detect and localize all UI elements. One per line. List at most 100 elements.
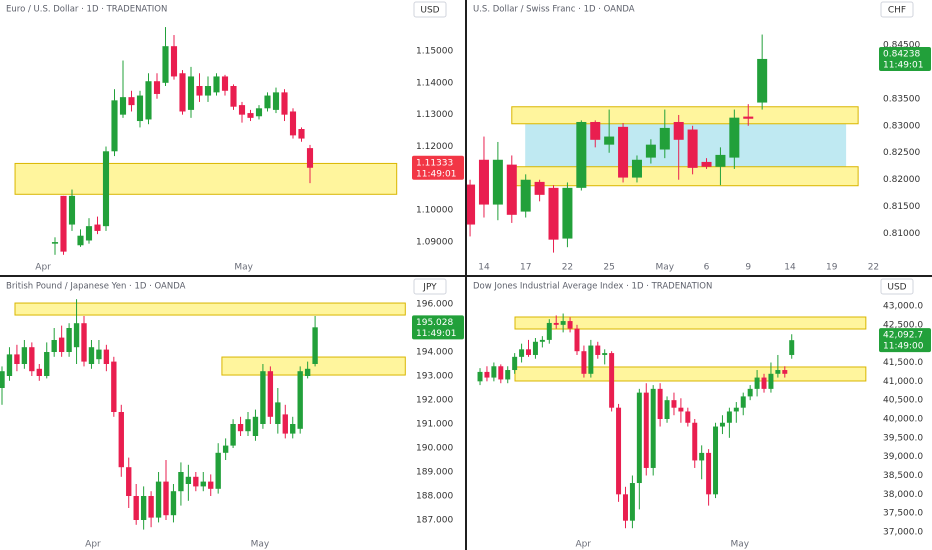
y-tick-label: 1.15000 bbox=[416, 46, 453, 56]
last-price-box bbox=[412, 155, 464, 180]
zone bbox=[525, 123, 847, 168]
candle-body bbox=[14, 354, 20, 364]
candle-body bbox=[715, 154, 726, 167]
candle-body bbox=[200, 481, 206, 487]
x-tick-label: Apr bbox=[575, 540, 591, 550]
currency-box bbox=[880, 278, 914, 295]
y-tick-label: 0.82500 bbox=[883, 148, 920, 158]
countdown: 11:49:01 bbox=[416, 169, 456, 179]
currency-box bbox=[413, 1, 447, 18]
candle-body bbox=[304, 368, 311, 376]
last-price: 42,092.7 bbox=[883, 331, 923, 341]
candle-body bbox=[678, 407, 684, 412]
candle-body bbox=[103, 349, 110, 364]
candle-body bbox=[272, 92, 280, 110]
candle-body bbox=[128, 97, 135, 106]
x-tick-label: 22 bbox=[868, 263, 879, 273]
y-tick-label: 41,000.0 bbox=[883, 377, 923, 387]
candle-body bbox=[576, 121, 587, 188]
currency-box bbox=[413, 278, 447, 295]
candle-body bbox=[0, 371, 5, 388]
candle-body bbox=[44, 352, 50, 376]
candle-body bbox=[645, 144, 656, 158]
candle-body bbox=[512, 356, 518, 371]
y-tick-label: 188.000 bbox=[416, 492, 453, 502]
x-tick-label: 14 bbox=[478, 263, 490, 273]
x-tick-label: 6 bbox=[704, 263, 710, 273]
candle-body bbox=[222, 445, 229, 453]
y-tick-label: 1.10000 bbox=[416, 206, 453, 216]
y-tick-label: 1.09000 bbox=[416, 238, 453, 248]
countdown: 11:49:01 bbox=[416, 329, 456, 339]
candle-body bbox=[657, 388, 663, 419]
y-tick-label: 43,000.0 bbox=[883, 302, 923, 312]
x-tick-label: 9 bbox=[745, 263, 751, 273]
y-tick-label: 40,500.0 bbox=[883, 396, 923, 406]
candle-body bbox=[574, 328, 580, 352]
x-tick-label: 19 bbox=[826, 263, 838, 273]
candle-body bbox=[68, 195, 76, 225]
candle-body bbox=[102, 151, 110, 227]
candle-body bbox=[230, 86, 237, 107]
candle-body bbox=[133, 496, 139, 520]
candle-body bbox=[492, 159, 503, 205]
zone bbox=[511, 106, 859, 125]
candle-body bbox=[238, 105, 246, 115]
candle-body bbox=[136, 95, 144, 122]
candle-body bbox=[73, 323, 80, 348]
candle-body bbox=[230, 424, 236, 446]
candle-body bbox=[153, 81, 161, 94]
last-price: 0.84238 bbox=[883, 49, 920, 59]
y-tick-label: 196.000 bbox=[416, 300, 453, 310]
candle-body bbox=[178, 472, 184, 492]
candle-body bbox=[757, 58, 768, 103]
candle-body bbox=[567, 321, 573, 329]
candle-body bbox=[673, 121, 684, 140]
last-price-box bbox=[412, 315, 464, 340]
candle-body bbox=[187, 76, 195, 110]
y-tick-label: 194.000 bbox=[416, 348, 453, 358]
candle-body bbox=[506, 164, 517, 215]
candle-body bbox=[255, 108, 263, 117]
candle-body bbox=[618, 126, 629, 178]
candle-body bbox=[631, 159, 642, 178]
zone bbox=[514, 366, 867, 382]
candle-body bbox=[539, 339, 545, 342]
candle-body bbox=[245, 419, 251, 432]
candle-body bbox=[519, 349, 525, 357]
y-tick-label: 190.000 bbox=[416, 444, 453, 454]
candle-body bbox=[155, 481, 162, 518]
candle-body bbox=[60, 195, 67, 252]
candle-body bbox=[6, 354, 13, 376]
candle-body bbox=[747, 388, 753, 397]
candle-body bbox=[66, 328, 72, 352]
candle-body bbox=[775, 370, 781, 374]
candle-body bbox=[179, 73, 186, 112]
candle-body bbox=[289, 111, 297, 136]
candle-body bbox=[719, 422, 725, 427]
candle-body bbox=[699, 452, 705, 461]
candle-body bbox=[237, 424, 244, 432]
candle-body bbox=[77, 235, 84, 246]
y-tick-label: 1.14000 bbox=[416, 78, 453, 88]
y-tick-label: 0.83000 bbox=[883, 121, 920, 131]
candle-body bbox=[81, 323, 87, 362]
candle-body bbox=[306, 148, 314, 168]
y-tick-label: 192.000 bbox=[416, 396, 453, 406]
candle-body bbox=[622, 494, 628, 521]
candle-body bbox=[498, 366, 504, 380]
candle-body bbox=[36, 368, 42, 376]
candle-body bbox=[636, 392, 642, 484]
candle-body bbox=[145, 81, 152, 120]
candle-body bbox=[148, 496, 154, 518]
candle-body bbox=[692, 422, 698, 461]
countdown: 11:49:00 bbox=[883, 342, 924, 352]
currency-label: CHF bbox=[888, 6, 906, 16]
x-tick-label: 14 bbox=[784, 263, 796, 273]
candle-body bbox=[119, 97, 127, 115]
y-tick-label: 0.81000 bbox=[883, 229, 920, 239]
candle-body bbox=[163, 481, 169, 516]
candle-body bbox=[629, 483, 635, 521]
chart-panel: Dow Jones Industrial Average Index · 1D … bbox=[473, 278, 931, 550]
candle-body bbox=[260, 371, 266, 424]
